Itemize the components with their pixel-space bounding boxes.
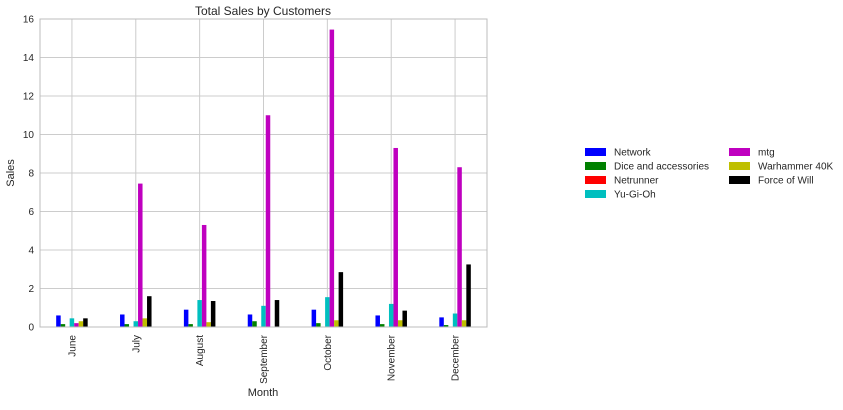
bar <box>133 321 139 327</box>
bar <box>443 325 449 327</box>
x-tick-label: November <box>387 334 398 381</box>
bar <box>138 183 143 327</box>
y-tick-labels: 0 2 4 6 8 10 12 14 16 <box>23 15 35 334</box>
bar <box>78 321 84 327</box>
bar <box>338 272 344 327</box>
x-tick-label: August <box>195 335 206 366</box>
legend-swatch <box>729 148 750 156</box>
legend-label: mtg <box>758 148 775 159</box>
bars <box>56 29 471 328</box>
bar <box>265 115 271 327</box>
y-tick-label: 14 <box>23 53 35 64</box>
legend-swatch <box>585 176 606 184</box>
bar <box>252 321 257 327</box>
bar <box>206 322 211 327</box>
legend-label: Dice and accessories <box>614 162 709 173</box>
bar <box>120 314 125 327</box>
bar <box>461 320 467 327</box>
bar <box>325 297 330 327</box>
legend-label: Force of Will <box>758 176 814 187</box>
bar <box>311 309 317 327</box>
chart-title: Total Sales by Customers <box>195 4 331 18</box>
y-tick-label: 2 <box>28 284 34 295</box>
legend-swatch <box>729 162 750 170</box>
bar <box>261 305 266 327</box>
bar <box>452 313 458 327</box>
y-tick-label: 8 <box>28 169 34 180</box>
y-tick-label: 12 <box>23 92 35 103</box>
bar <box>124 324 130 327</box>
legend-label: Netrunner <box>614 176 659 187</box>
x-tick-label: October <box>323 334 334 370</box>
bar <box>316 323 321 327</box>
x-tick-label: June <box>67 335 78 357</box>
bar <box>393 147 398 327</box>
bar <box>466 264 471 327</box>
x-axis-title: Month <box>248 387 279 399</box>
bar <box>201 224 207 327</box>
bar <box>375 315 380 327</box>
bar <box>439 317 444 327</box>
legend-swatch <box>585 148 606 156</box>
y-tick-label: 6 <box>28 207 34 218</box>
x-tick-label: July <box>131 335 142 353</box>
bar <box>334 320 339 327</box>
bar <box>274 300 280 327</box>
legend-label: Network <box>614 148 652 159</box>
legend-label: Yu-Gi-Oh <box>614 190 656 201</box>
bar <box>457 167 462 327</box>
legend-swatch <box>585 162 606 170</box>
bar <box>402 310 407 327</box>
bar <box>69 318 75 327</box>
bar <box>83 318 88 327</box>
bar <box>60 324 66 327</box>
legend: Network Dice and accessories Netrunner Yu-G… <box>585 148 834 201</box>
bar <box>74 323 79 327</box>
bar <box>210 301 216 327</box>
x-tick-label: September <box>259 334 270 384</box>
legend-swatch <box>585 190 606 198</box>
legend-swatch <box>729 176 750 184</box>
bar <box>379 324 385 327</box>
y-tick-label: 10 <box>23 130 35 141</box>
y-tick-label: 16 <box>23 15 35 26</box>
legend-label: Warhammer 40K <box>758 162 834 173</box>
y-tick-label: 0 <box>28 323 34 334</box>
bar <box>388 303 394 327</box>
y-axis-title: Sales <box>5 159 17 187</box>
bar <box>247 314 253 327</box>
bar <box>56 315 61 327</box>
x-tick-labels: June July August September October November De… <box>67 334 461 384</box>
bar <box>188 324 193 327</box>
bar <box>183 309 189 327</box>
y-tick-label: 4 <box>28 246 34 257</box>
plot-frame <box>39 18 488 328</box>
x-tick-label: December <box>451 334 462 381</box>
bar <box>329 29 335 328</box>
bar <box>197 300 202 327</box>
bar <box>397 320 403 327</box>
bar <box>147 296 152 327</box>
bar <box>142 318 148 327</box>
